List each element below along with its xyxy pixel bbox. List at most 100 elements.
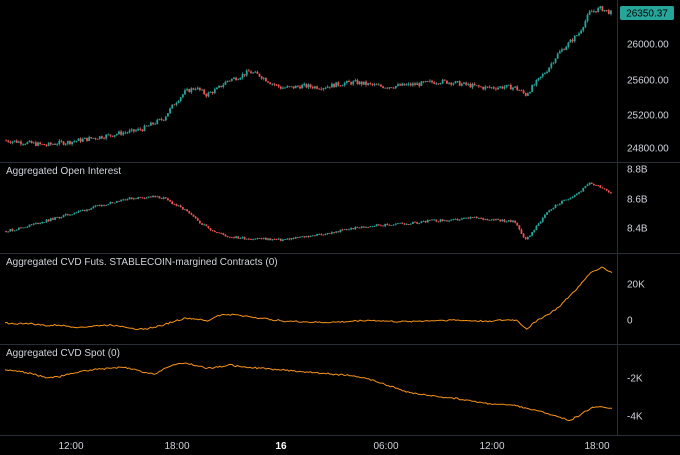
candle-body xyxy=(509,84,512,90)
pane-title: Aggregated CVD Futs. STABLECOIN-margined… xyxy=(6,257,278,268)
candle-body xyxy=(13,230,16,232)
candle-body xyxy=(307,236,310,237)
candle-body xyxy=(22,227,25,229)
candle-body xyxy=(177,101,180,103)
candle-body xyxy=(507,220,510,222)
candle-body xyxy=(120,131,122,135)
candle-body xyxy=(130,197,133,200)
candle-body xyxy=(260,238,263,240)
candle-body xyxy=(228,236,231,238)
candle-body xyxy=(369,83,372,85)
candle-body xyxy=(288,238,291,240)
candle-body xyxy=(7,140,10,142)
candle-body xyxy=(64,214,67,216)
candle-body xyxy=(105,205,108,206)
candle-body xyxy=(294,85,297,89)
candle-body xyxy=(467,217,470,219)
candle-body xyxy=(492,219,495,221)
candle-body xyxy=(552,62,555,64)
candle-body xyxy=(356,226,359,228)
candle-body xyxy=(322,234,325,236)
candle-body xyxy=(331,83,333,88)
candle-body xyxy=(152,195,154,198)
candle-body xyxy=(603,188,606,190)
chart-pane-4[interactable]: Aggregated CVD Spot (0) -2K -4K xyxy=(4,348,643,423)
cvd-line xyxy=(4,266,613,331)
candle-body xyxy=(486,219,489,221)
candle-body xyxy=(569,39,572,43)
candle-body xyxy=(71,214,73,216)
candle-body xyxy=(597,8,600,13)
candle-body xyxy=(201,223,203,225)
candle-body xyxy=(220,85,223,88)
candle-body xyxy=(443,220,446,222)
candle-body xyxy=(328,233,331,234)
candle-body xyxy=(130,129,133,131)
candle-body xyxy=(522,90,525,94)
candle-body xyxy=(486,86,489,88)
candle-body xyxy=(262,237,265,239)
candle-body xyxy=(610,10,612,15)
candle-body xyxy=(567,42,570,47)
candle-body xyxy=(350,82,352,85)
candle-body xyxy=(497,219,499,220)
candle-body xyxy=(141,197,144,199)
chart-pane-1[interactable]: 26000.00 25600.00 25200.00 24800.00 xyxy=(5,5,669,155)
candle-body xyxy=(403,223,406,225)
candle-body xyxy=(465,82,468,85)
candle-body xyxy=(358,227,361,229)
candle-body xyxy=(401,222,404,224)
candle-body xyxy=(546,71,548,74)
candle-body xyxy=(58,140,61,145)
candle-body xyxy=(429,80,431,82)
candle-body xyxy=(209,228,212,231)
candle-body xyxy=(230,78,233,81)
candle-body xyxy=(535,225,538,230)
candle-body xyxy=(258,238,261,240)
candle-body xyxy=(30,224,33,226)
candle-body xyxy=(132,198,135,200)
chart-pane-2[interactable]: Aggregated Open Interest 8.8B 8.6B 8.4B xyxy=(5,165,648,242)
candle-body xyxy=(405,224,408,225)
candle-body xyxy=(558,51,561,54)
chart-pane-3[interactable]: Aggregated CVD Futs. STABLECOIN-margined… xyxy=(4,257,645,331)
candle-body xyxy=(73,141,76,143)
candle-body xyxy=(373,226,376,227)
candle-body xyxy=(164,116,167,121)
candle-body xyxy=(501,219,504,222)
candle-body xyxy=(196,87,199,90)
candle-body xyxy=(392,87,395,89)
candle-body xyxy=(484,219,487,220)
candle-body xyxy=(458,81,461,86)
candle-body xyxy=(167,198,169,201)
candle-body xyxy=(484,86,487,90)
candle-body xyxy=(407,224,410,225)
candle-body xyxy=(399,84,401,86)
candle-body xyxy=(245,238,248,240)
time-axis[interactable]: 12:00 18:00 16 06:00 12:00 18:00 xyxy=(58,441,609,452)
time-axis-tick: 06:00 xyxy=(373,441,398,452)
candle-body xyxy=(79,138,82,142)
candle-body xyxy=(77,211,80,213)
candle-body xyxy=(290,238,293,240)
candle-body xyxy=(482,218,485,220)
candle-body xyxy=(188,211,191,214)
candle-body xyxy=(584,20,587,28)
candle-body xyxy=(605,10,608,11)
candle-body xyxy=(137,128,140,131)
candle-body xyxy=(83,210,86,211)
candle-body xyxy=(503,219,506,222)
candle-body xyxy=(216,87,218,90)
candle-body xyxy=(384,223,387,227)
candle-body xyxy=(586,184,589,187)
candle-body xyxy=(590,11,593,13)
candle-body xyxy=(477,218,480,219)
candle-body xyxy=(443,79,446,81)
candle-body xyxy=(243,74,246,76)
candle-body xyxy=(592,11,595,13)
candle-body xyxy=(128,197,131,200)
candle-body xyxy=(518,225,521,230)
candle-body xyxy=(531,232,534,236)
candle-body xyxy=(420,221,423,224)
